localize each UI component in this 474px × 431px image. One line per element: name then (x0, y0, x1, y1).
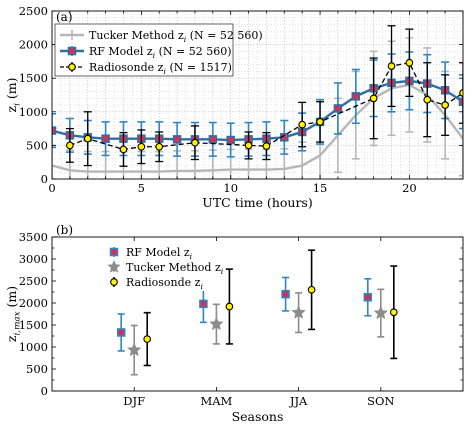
radiosonde-point (244, 141, 253, 150)
radiosonde-point (66, 141, 74, 150)
panel-a-y-axis-text: zi (m) (4, 78, 23, 113)
panel-a-label: (a) (56, 10, 73, 24)
tucker-point (126, 342, 142, 357)
radiosonde-point (307, 285, 316, 294)
panel-b-y-axis-text: zi,max (m) (4, 286, 23, 342)
rf-model-point (199, 299, 208, 309)
legend-radiosonde-marker (68, 63, 76, 71)
rf-model-point (208, 135, 218, 144)
panel-a-x-axis-label: UTC time (hours) (202, 195, 312, 210)
y-tick-label: 1000 (19, 105, 48, 119)
x-tick-label: 5 (138, 181, 145, 195)
radiosonde-point (298, 120, 307, 129)
panel-a-marks (52, 25, 463, 179)
radiosonde-point (423, 95, 432, 104)
radiosonde-point (459, 89, 463, 97)
radiosonde-point (83, 134, 92, 143)
rf-model-point (333, 104, 343, 113)
radiosonde-point (143, 335, 152, 343)
legend-tucker-marker (107, 259, 121, 273)
tucker-point (373, 305, 389, 320)
category-label: JJA (289, 394, 308, 408)
legend-box (104, 243, 219, 291)
y-tick-label: 0 (41, 384, 48, 398)
panel-a-legend: Tucker Method zi (N = 52 560)RF Model zi… (54, 23, 263, 77)
panel-a-grid (52, 11, 463, 179)
legend-rf-marker (67, 46, 77, 56)
y-tick-label: 3000 (19, 252, 48, 266)
tucker-point (291, 305, 306, 319)
panel-b-y-axis-label: zi,max (m) (4, 286, 23, 342)
panel-b-marks (116, 249, 398, 376)
rf-model-point (458, 97, 463, 106)
rf-model-point (52, 126, 57, 135)
radiosonde-line (69, 62, 463, 151)
radiosonde-point (191, 138, 199, 147)
category-label: MAM (200, 394, 232, 408)
panel-a-y-axis-label: zi (m) (4, 78, 23, 113)
rf-model-point (101, 134, 110, 143)
y-tick-label: 1500 (19, 71, 48, 85)
y-tick-label: 2500 (19, 4, 48, 18)
legend-box (54, 23, 234, 77)
radiosonde-point (262, 142, 271, 150)
legend-entry-label: Tucker Method zi (126, 261, 224, 276)
radiosonde-point (387, 62, 396, 70)
y-tick-label: 1000 (19, 340, 48, 354)
radiosonde-point (137, 142, 146, 151)
rf-model-point (281, 289, 290, 299)
y-tick-label: 2500 (19, 274, 48, 288)
rf-model-point (351, 92, 361, 101)
y-tick-label: 2000 (19, 38, 48, 52)
y-tick-label: 1500 (19, 318, 48, 332)
radiosonde-point (316, 118, 324, 126)
panel-a: 0 5 10 15 20 0 500 1000 1500 2000 2500 (a) Tucker … (4, 4, 464, 210)
rf-model-point (116, 328, 126, 337)
radiosonde-point (225, 302, 234, 311)
legend-entry-label: RF Model zi (126, 246, 193, 261)
x-tick-label: 10 (223, 181, 238, 195)
panel-a-ticks: 0 5 10 15 20 0 500 1000 1500 2000 2500 (19, 4, 464, 195)
y-tick-label: 3500 (19, 230, 48, 244)
radiosonde-point (405, 58, 414, 67)
panel-b-label: (b) (56, 223, 73, 237)
legend-entry-label: Radiosonde zi (N = 1517) (89, 61, 232, 76)
category-label: SON (367, 394, 394, 408)
legend-entry-label: Tucker Method zi (N = 52 560) (89, 29, 263, 44)
tucker-line (52, 83, 463, 173)
legend-rf-marker (109, 247, 119, 257)
rf-model-point (172, 135, 182, 144)
y-tick-label: 500 (26, 138, 48, 152)
rf-model-point (363, 293, 373, 302)
radiosonde-point (119, 145, 128, 154)
x-tick-label: 20 (402, 181, 417, 195)
panel-b: 0 500 1000 1500 2000 2500 3000 3500 DJF MAM JJA SON… (4, 223, 464, 424)
radiosonde-point (369, 94, 378, 103)
y-tick-label: 500 (26, 362, 48, 376)
legend-entry-label: Radiosonde zi (126, 276, 203, 291)
panel-b-ticks: 0 500 1000 1500 2000 2500 3000 3500 DJF MAM JJA SON (19, 230, 463, 408)
panel-a-frame (51, 10, 464, 180)
y-tick-label: 0 (41, 172, 48, 186)
y-tick-label: 2000 (19, 296, 48, 310)
legend-radiosonde-marker (110, 278, 118, 286)
radiosonde-point (389, 308, 398, 317)
panel-b-x-axis-label: Seasons (232, 409, 284, 424)
x-tick-label: 0 (48, 181, 55, 195)
radiosonde-point (155, 142, 164, 151)
category-label: DJF (123, 394, 145, 408)
x-tick-label: 15 (313, 181, 328, 195)
tucker-point (209, 316, 224, 331)
radiosonde-point (441, 101, 449, 109)
rf-model-point (226, 135, 235, 145)
legend-entry-label: RF Model zi (N = 52 560) (89, 45, 232, 60)
